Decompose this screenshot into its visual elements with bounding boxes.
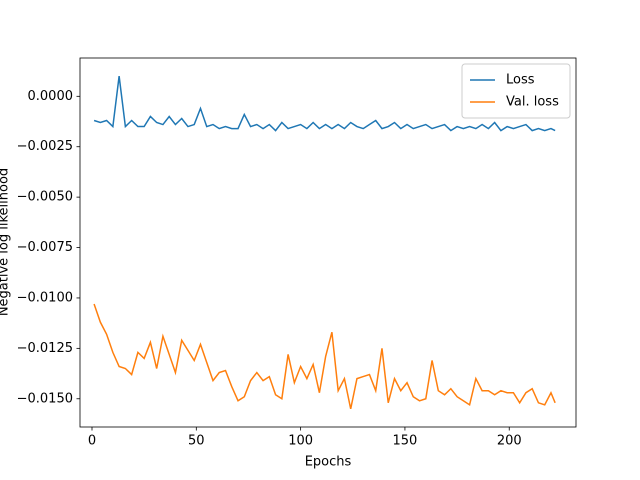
- y-tick-label: −0.0100: [17, 290, 73, 305]
- x-axis-label: Epochs: [305, 455, 352, 470]
- x-tick-label: 0: [88, 434, 96, 449]
- y-tick-label: −0.0050: [17, 190, 73, 205]
- legend-label: Loss: [506, 73, 535, 88]
- y-tick-label: −0.0125: [17, 341, 73, 356]
- y-tick-label: −0.0075: [17, 240, 73, 255]
- x-tick-label: 150: [393, 434, 418, 449]
- x-tick-label: 200: [497, 434, 522, 449]
- y-tick-label: 0.0000: [28, 89, 74, 104]
- y-tick-label: −0.0150: [17, 391, 73, 406]
- legend-label: Val. loss: [506, 95, 559, 110]
- axes-frame: [79, 57, 577, 428]
- legend-box: [461, 63, 571, 119]
- line: [93, 76, 556, 132]
- y-axis-label: Negative log likelihood: [0, 168, 12, 316]
- x-tick-label: 50: [188, 434, 205, 449]
- y-tick-label: −0.0025: [17, 139, 73, 154]
- line: [93, 303, 556, 410]
- x-tick-label: 100: [288, 434, 313, 449]
